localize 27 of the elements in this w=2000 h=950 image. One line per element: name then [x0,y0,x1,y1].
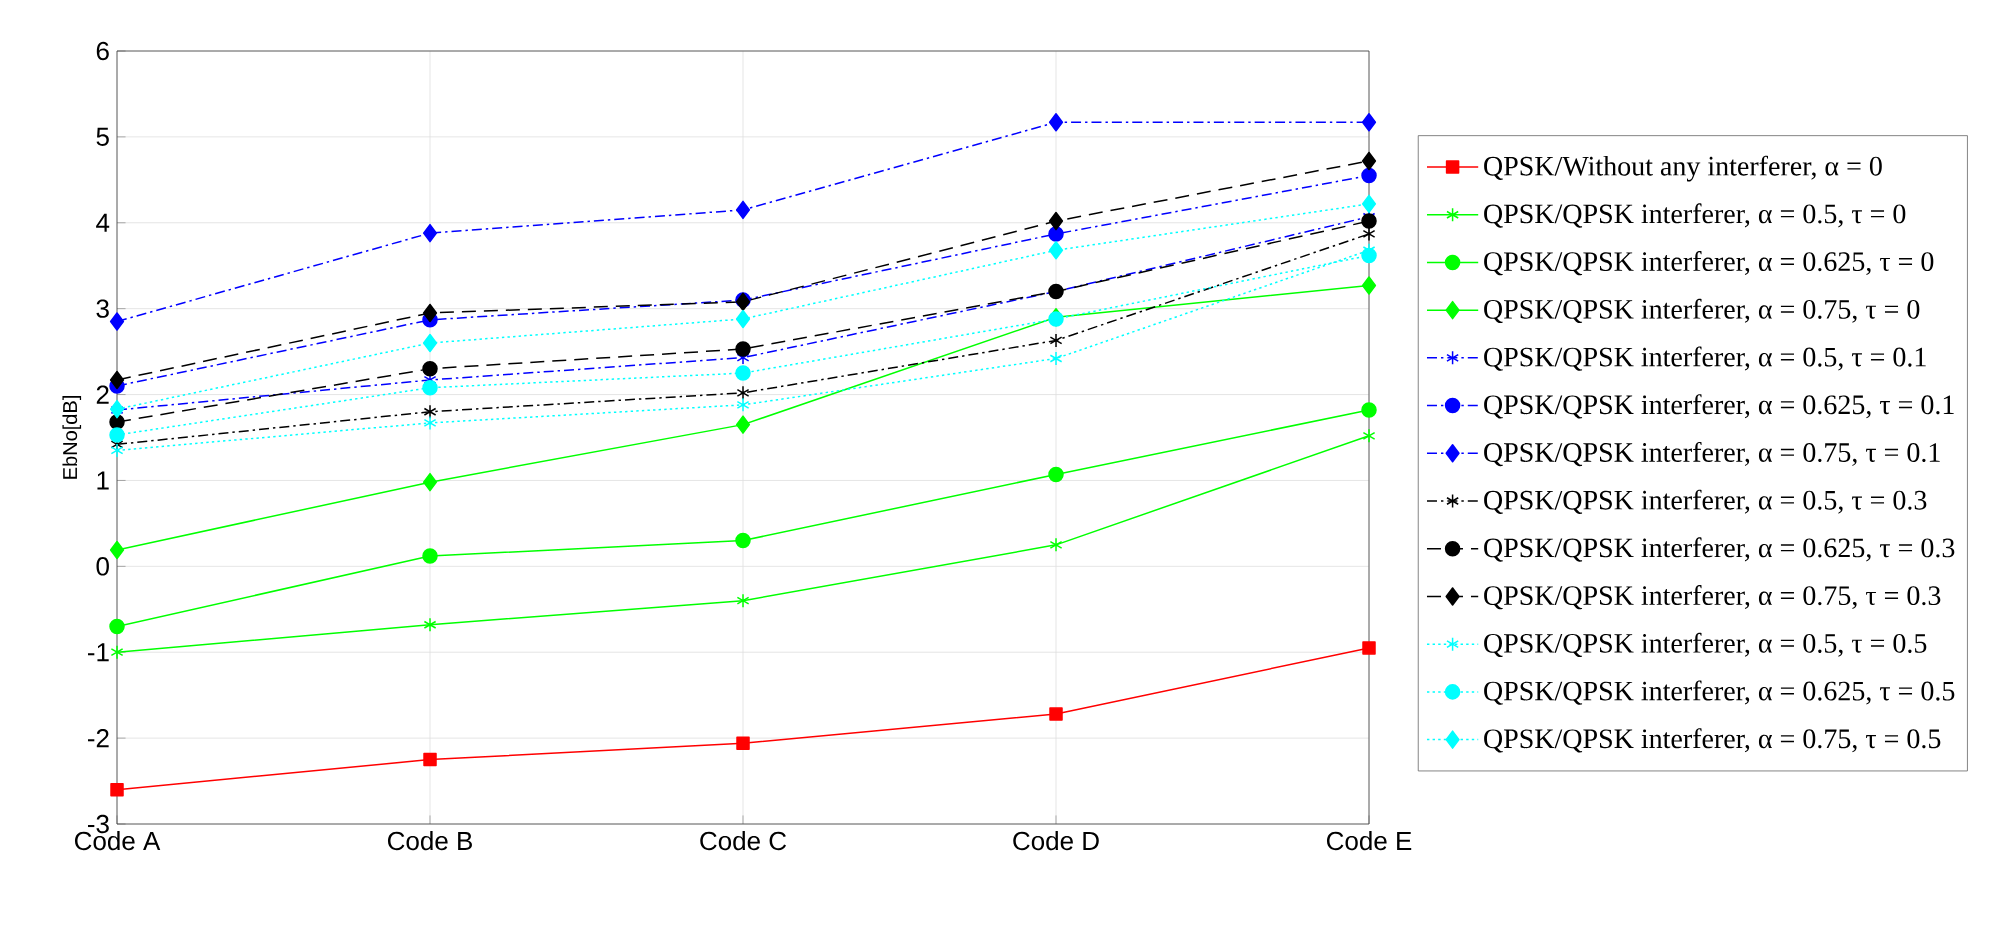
x-tick-label: Code B [387,831,472,851]
legend-label: QPSK/QPSK interferer, α = 0.625, τ = 0.3 [1484,537,1955,562]
legend-label: QPSK/QPSK interferer, α = 0.75, τ = 0 [1484,298,1920,324]
y-tick-label: 5 [96,127,109,146]
y-tick-label: 3 [96,299,109,318]
x-tick-label: Code D [1013,831,1099,851]
legend-label: QPSK/QPSK interferer, α = 0.5, τ = 0.3 [1484,489,1927,514]
legend-label: QPSK/QPSK interferer, α = 0.75, τ = 0.1 [1484,441,1940,467]
y-tick-label: 0 [96,557,109,576]
legend-label: QPSK/QPSK interferer, α = 0.625, τ = 0 [1484,251,1934,276]
legend-label: QPSK/QPSK interferer, α = 0.625, τ = 0.1 [1484,394,1954,419]
y-tick-label: 4 [96,213,110,232]
legend-label: QPSK/QPSK interferer, α = 0.5, τ = 0.5 [1484,632,1927,658]
x-tick-label: Code E [1326,831,1412,851]
legend-label: QPSK/QPSK interferer, α = 0.5, τ = 0.1 [1484,346,1926,371]
legend-label: QPSK/QPSK interferer, α = 0.625, τ = 0.5 [1484,680,1955,705]
y-tick-label: -2 [87,729,109,748]
legend-label: QPSK/QPSK interferer, α = 0.5, τ = 0 [1484,203,1906,228]
y-tick-label: 6 [96,41,109,61]
legend-label: QPSK/QPSK interferer, α = 0.75, τ = 0.5 [1484,728,1941,753]
y-tick-label: -1 [87,643,109,662]
x-tick-label: Code C [700,831,787,851]
y-axis-title: EbNo[dB] [62,396,82,479]
y-tick-label: 1 [97,471,109,490]
y-tick-label: 2 [96,385,109,404]
legend-label: QPSK/Without any interferer, α = 0 [1484,155,1882,182]
legend-label: QPSK/QPSK interferer, α = 0.75, τ = 0.3 [1484,585,1941,610]
